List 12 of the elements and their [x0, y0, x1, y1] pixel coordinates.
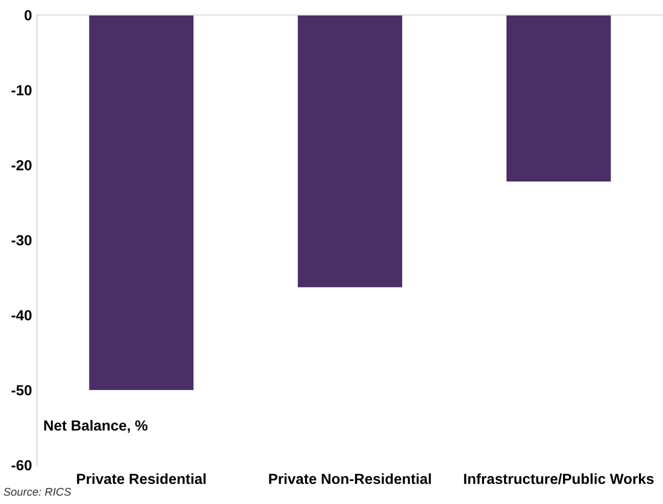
- y-tick-label: -60: [12, 460, 32, 470]
- y-tick-label: -40: [12, 310, 32, 320]
- y-tick-label: -30: [12, 235, 32, 246]
- x-tick-label: Private Residential: [77, 473, 206, 484]
- source-note: Source: RICS: [4, 488, 72, 496]
- y-tick-label: -10: [12, 85, 32, 96]
- x-tick-label: Infrastructure/Public Works: [464, 473, 654, 484]
- x-tick-label: Private Non-Residential: [269, 473, 431, 484]
- y-tick-label: 0: [24, 10, 32, 20]
- y-axis-title: Net Balance, %: [44, 420, 148, 433]
- y-tick-label: -50: [12, 385, 32, 396]
- y-tick-label: -20: [12, 160, 32, 170]
